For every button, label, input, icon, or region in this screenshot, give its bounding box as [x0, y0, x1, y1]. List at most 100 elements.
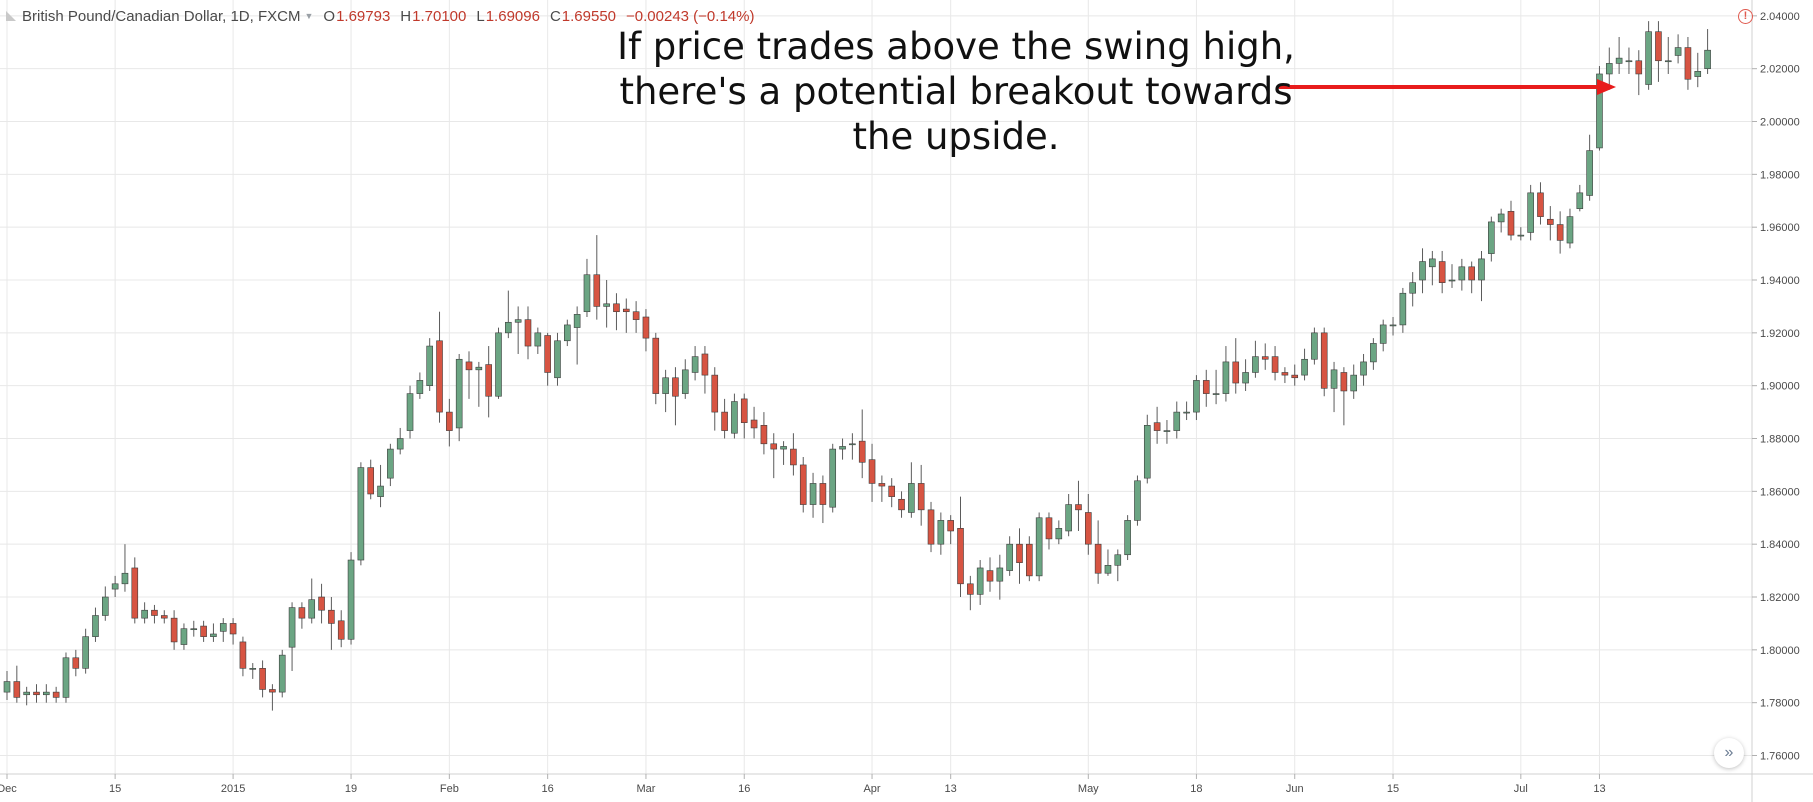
candle-body: [337, 620, 345, 640]
candle-up: [1596, 66, 1603, 151]
candle-down: [770, 433, 778, 479]
candle-body: [1114, 554, 1122, 566]
candle-body: [1124, 520, 1131, 556]
candle-up: [288, 602, 296, 671]
candle-down: [1547, 206, 1554, 241]
candle-body: [92, 615, 99, 637]
candle-up: [495, 327, 502, 399]
candle-body: [564, 324, 571, 342]
candle-down: [642, 309, 650, 352]
candle-body: [249, 668, 257, 670]
time-axis[interactable]: Dec 15 2015 19 Feb 16 Mar 16 Apr 13 May 18 Jun 15 Jul 1…: [0, 774, 1606, 795]
candle-body: [849, 443, 856, 446]
time-tick-label: 15: [1387, 783, 1399, 795]
candle-body: [888, 485, 896, 497]
candle-down: [436, 311, 443, 423]
candle-body: [780, 446, 787, 450]
candle-up: [347, 552, 355, 645]
candle-body: [652, 337, 660, 394]
candle-up: [554, 332, 561, 386]
candle-down: [750, 406, 758, 439]
candle-body: [1271, 356, 1279, 373]
time-tick-label: 15: [109, 783, 121, 795]
candle-body: [1537, 192, 1544, 217]
candle-body: [740, 398, 748, 423]
candle-body: [1094, 543, 1102, 574]
candle-body: [1104, 565, 1112, 574]
candle-body: [278, 654, 286, 693]
candle-up: [603, 280, 610, 328]
candle-down: [917, 464, 925, 526]
candle-up: [426, 338, 433, 391]
candle-down: [1655, 21, 1662, 82]
time-tick-label: 16: [542, 783, 554, 795]
candle-body: [554, 340, 561, 379]
price-axis[interactable]: 2.04000 2.02000 2.00000 1.98000 1.96000 1.940…: [1752, 11, 1800, 763]
candle-up: [1006, 536, 1013, 576]
candle-body: [809, 483, 817, 505]
candle-body: [613, 303, 620, 313]
symbol-title[interactable]: British Pound/Canadian Dollar, 1D, FXCM: [22, 7, 301, 25]
candle-down: [711, 367, 719, 431]
candle-body: [1291, 374, 1299, 379]
candle-up: [111, 575, 119, 598]
warning-icon[interactable]: !: [1738, 9, 1753, 24]
candle-up: [1488, 216, 1495, 262]
candle-body: [1193, 380, 1200, 413]
candle-down: [446, 398, 453, 447]
double-chevron-right-icon[interactable]: »: [1714, 738, 1744, 768]
candle-down: [229, 618, 237, 645]
price-tick-label: 1.84000: [1760, 539, 1800, 551]
candle-down: [1271, 346, 1279, 381]
candle-up: [121, 544, 129, 592]
candle-body: [957, 528, 964, 585]
candle-body: [1429, 258, 1436, 268]
candle-down: [622, 298, 630, 333]
candle-down: [524, 306, 532, 360]
candle-up: [1429, 250, 1436, 286]
candle-body: [190, 628, 198, 631]
price-tick-label: 1.98000: [1760, 169, 1800, 181]
candle-up: [416, 372, 424, 399]
time-tick-label: 13: [945, 783, 957, 795]
candle-up: [1645, 21, 1652, 90]
candle-up: [102, 586, 109, 621]
candle-body: [1075, 504, 1082, 511]
low-value: 1.69096: [485, 7, 540, 25]
candle-down: [1340, 367, 1348, 426]
candle-body: [446, 411, 453, 431]
candle-body: [141, 609, 148, 619]
symbol-icon: [6, 11, 16, 21]
price-tick-label: 1.96000: [1760, 222, 1800, 234]
price-tick-label: 2.04000: [1760, 11, 1800, 23]
candle-body: [1694, 71, 1702, 77]
candle-up: [1664, 36, 1672, 74]
candle-up: [1419, 248, 1426, 294]
price-tick-label: 1.82000: [1760, 592, 1800, 604]
candle-up: [357, 462, 365, 566]
candle-up: [1448, 264, 1456, 288]
price-tick-label: 1.94000: [1760, 275, 1800, 287]
candle-down: [259, 660, 266, 698]
candle-body: [377, 485, 384, 497]
candle-body: [1468, 266, 1475, 281]
candle-body: [72, 657, 80, 669]
candle-body: [524, 319, 532, 347]
candle-down: [701, 346, 709, 394]
candle-body: [1252, 356, 1259, 373]
chevron-down-icon[interactable]: ▼: [304, 11, 314, 21]
candle-body: [1301, 358, 1308, 376]
candle-body: [298, 607, 306, 619]
candle-body: [151, 609, 158, 616]
candle-body: [1527, 192, 1534, 233]
candle-down: [1684, 36, 1692, 90]
candle-body: [1664, 60, 1672, 63]
candle-body: [927, 509, 935, 545]
candle-up: [1625, 47, 1633, 74]
price-tick-label: 1.86000: [1760, 486, 1800, 498]
candle-up: [849, 433, 856, 460]
candle-body: [1655, 31, 1662, 62]
candle-body: [485, 364, 492, 397]
candle-body: [1055, 528, 1063, 540]
